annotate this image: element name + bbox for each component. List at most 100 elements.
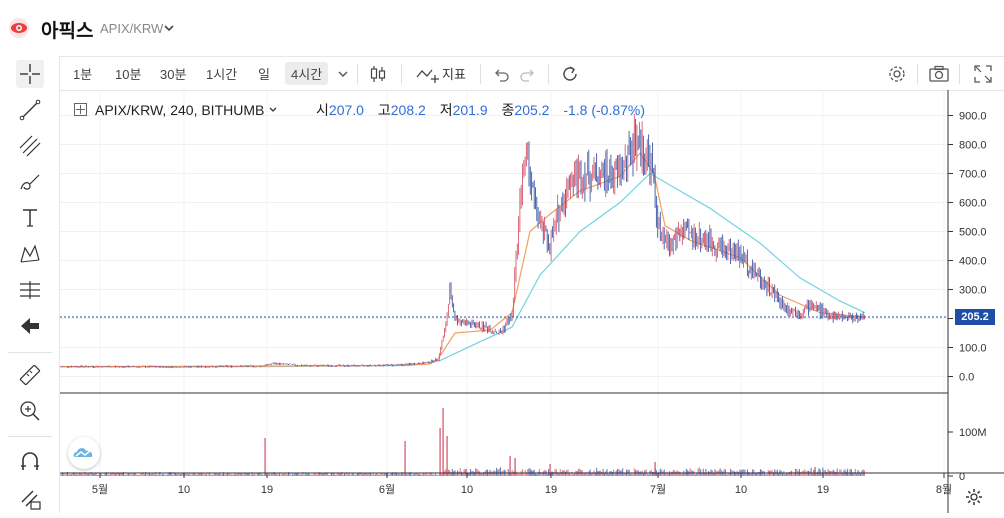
- legend-symbol[interactable]: APIX/KRW, 240, BITHUMB: [95, 102, 265, 118]
- volume-bar: [194, 472, 196, 476]
- volume-bar: [646, 473, 648, 476]
- undo-icon[interactable]: [490, 63, 512, 85]
- fib-channel-tool[interactable]: [16, 132, 44, 160]
- price-tick-label: 0.0: [959, 372, 974, 384]
- camera-icon[interactable]: [928, 63, 950, 85]
- last-price-tag: 205.2: [955, 309, 995, 325]
- volume-bar: [704, 472, 706, 476]
- candle-style-icon[interactable]: [367, 63, 389, 85]
- volume-bar: [290, 474, 292, 476]
- volume-bar: [853, 471, 855, 476]
- volume-bar: [191, 473, 193, 476]
- text-tool[interactable]: [16, 204, 44, 232]
- price-tick-label: 700.0: [959, 169, 987, 181]
- volume-bar: [125, 474, 127, 476]
- timeframe-10min[interactable]: 10분: [115, 67, 142, 82]
- volume-bar: [594, 472, 596, 476]
- pattern-tool[interactable]: [16, 240, 44, 268]
- volume-bar: [359, 472, 361, 476]
- volume-bar: [549, 464, 551, 476]
- price-tick-label: 100.0: [959, 343, 987, 355]
- volume-bar: [250, 474, 252, 476]
- tradingview-logo[interactable]: [68, 437, 100, 469]
- volume-bar: [320, 472, 322, 476]
- volume-bar: [336, 474, 338, 476]
- reset-icon[interactable]: [559, 63, 581, 85]
- volume-bar: [215, 472, 217, 476]
- volume-bar: [64, 474, 66, 476]
- volume-bar: [685, 468, 687, 476]
- magnet-tool[interactable]: [16, 448, 44, 476]
- volume-bar: [831, 471, 833, 476]
- settings-gear-icon[interactable]: [886, 63, 908, 85]
- volume-bar: [501, 471, 503, 476]
- crosshair-tool[interactable]: [16, 60, 44, 88]
- volume-bar: [174, 472, 176, 476]
- chevron-down-icon[interactable]: [163, 22, 175, 34]
- volume-bar: [207, 474, 209, 476]
- volume-bar: [158, 474, 160, 476]
- volume-bar: [345, 474, 347, 476]
- back-arrow-tool[interactable]: [16, 312, 44, 340]
- time-tick-label: 19: [817, 484, 829, 496]
- time-tick-label: 5월: [92, 483, 108, 496]
- volume-bar: [425, 472, 427, 476]
- time-tick-label: 19: [545, 484, 557, 496]
- volume-bar: [805, 471, 807, 476]
- timeframe-30min[interactable]: 30분: [160, 67, 187, 82]
- indicator-icon[interactable]: [415, 63, 441, 85]
- price-chart[interactable]: 900.0800.0700.0600.0500.0400.0300.0200.0…: [59, 90, 1004, 513]
- volume-bar: [848, 472, 850, 476]
- pair-selector-label[interactable]: APIX/KRW: [100, 21, 164, 36]
- arrow-left-icon: [21, 318, 39, 334]
- volume-bar: [439, 428, 441, 476]
- volume-bar: [423, 473, 425, 476]
- volume-bar: [108, 474, 110, 476]
- volume-bar: [579, 468, 581, 476]
- volume-bar: [258, 473, 260, 476]
- volume-bar: [431, 472, 433, 476]
- volume-bar: [611, 471, 613, 476]
- brush-tool[interactable]: [16, 168, 44, 196]
- volume-bar: [757, 472, 759, 476]
- trend-line-tool[interactable]: [16, 96, 44, 124]
- timeframe-4hour[interactable]: 4시간: [285, 62, 329, 85]
- volume-bar: [204, 474, 206, 476]
- volume-bar: [78, 473, 80, 476]
- volume-bar: [143, 474, 145, 476]
- timeframe-1hour[interactable]: 1시간: [206, 67, 238, 82]
- volume-bar: [155, 472, 157, 476]
- fullscreen-icon[interactable]: [972, 63, 994, 85]
- lock-drawing-tool[interactable]: [16, 484, 44, 512]
- volume-bar: [190, 474, 192, 476]
- volume-bar: [367, 474, 369, 476]
- timeframe-1min[interactable]: 1분: [73, 67, 93, 82]
- volume-bar: [392, 472, 394, 476]
- chart-area[interactable]: 900.0800.0700.0600.0500.0400.0300.0200.0…: [59, 90, 1004, 513]
- measure-lines-icon: [20, 281, 40, 299]
- timeframe-day[interactable]: 일: [258, 67, 270, 82]
- volume-bar: [404, 441, 406, 476]
- chevron-down-icon[interactable]: [268, 105, 278, 115]
- redo-icon[interactable]: [517, 63, 539, 85]
- axis-settings-gear-icon[interactable]: [965, 488, 983, 506]
- prediction-tool[interactable]: [16, 276, 44, 304]
- volume-bar: [837, 472, 839, 476]
- volume-bar: [468, 472, 470, 476]
- volume-bar: [459, 468, 461, 476]
- ruler-tool[interactable]: [16, 361, 44, 389]
- volume-bar: [321, 473, 323, 476]
- timeframe-dropdown-icon[interactable]: [336, 63, 350, 85]
- volume-bar: [412, 474, 414, 476]
- volume-bar: [766, 474, 768, 476]
- volume-bar: [778, 472, 780, 476]
- volume-bar: [762, 471, 764, 476]
- volume-bar: [662, 471, 664, 476]
- zoom-tool[interactable]: [16, 397, 44, 425]
- top-bar: 아픽스 APIX/KRW: [0, 0, 1004, 56]
- volume-bar: [784, 474, 786, 476]
- indicator-button[interactable]: 지표: [442, 67, 466, 82]
- volume-bar: [516, 472, 518, 476]
- expand-legend-icon[interactable]: [74, 103, 87, 116]
- volume-bar: [483, 472, 485, 476]
